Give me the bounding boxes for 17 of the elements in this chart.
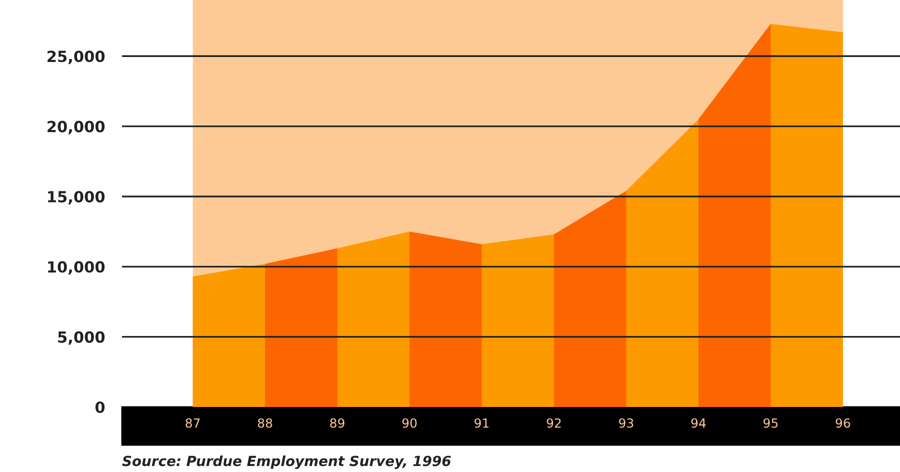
y-tick-label: 5,000 [58,331,105,345]
y-tick-label: 15,000 [48,190,105,204]
source-note: Source: Purdue Employment Survey, 1996 [122,455,451,469]
y-tick-label: 10,000 [48,261,105,275]
x-tick-label: 90 [402,418,417,428]
y-tick-label: 25,000 [48,50,105,64]
y-tick-label: 20,000 [48,120,105,134]
x-tick-label: 88 [258,418,272,428]
x-tick-label: 89 [330,418,344,428]
x-tick-label: 93 [619,418,634,428]
x-tick-label: 94 [691,418,706,428]
y-tick-label: 0 [95,401,105,414]
x-tick-label: 96 [836,418,850,428]
x-tick-label: 91 [474,418,489,428]
x-tick-label: 92 [546,418,561,428]
x-tick-label: 95 [764,418,778,428]
x-tick-label: 87 [186,418,200,428]
